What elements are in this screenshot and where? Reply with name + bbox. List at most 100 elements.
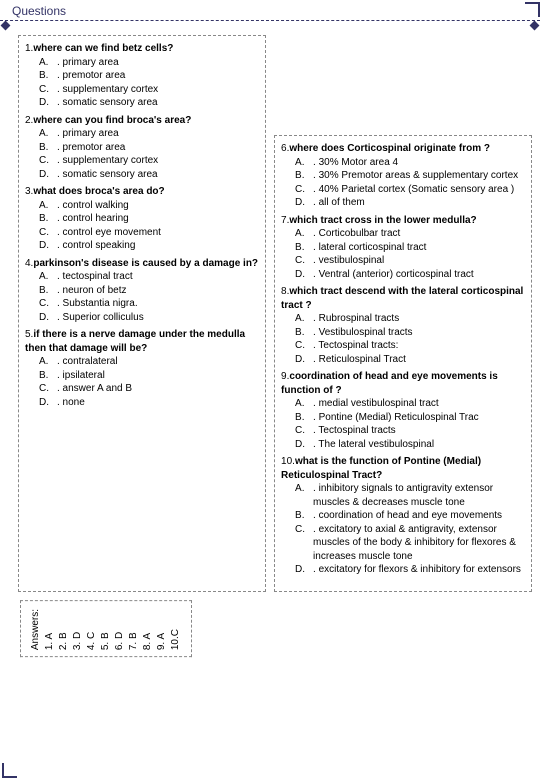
option-text: . tectospinal tract: [57, 270, 259, 284]
option: D.. Reticulospinal Tract: [295, 353, 525, 367]
option-letter: B.: [295, 509, 313, 523]
option: C.. Tectospinal tracts: [295, 424, 525, 438]
option-text: . Tectospinal tracts:: [313, 339, 525, 353]
option: A.. inhibitory signals to antigravity ex…: [295, 482, 525, 509]
option-letter: C.: [295, 424, 313, 438]
answer-item: 10.C: [169, 607, 183, 650]
option: D.. Superior colliculus: [39, 311, 259, 325]
option-letter: C.: [39, 382, 57, 396]
option: A.. Rubrospinal tracts: [295, 312, 525, 326]
question-text: which tract descend with the lateral cor…: [281, 286, 523, 311]
option: A.. contralateral: [39, 355, 259, 369]
option: B.. control hearing: [39, 212, 259, 226]
option-text: . The lateral vestibulospinal: [313, 438, 525, 452]
option-letter: A.: [295, 397, 313, 411]
option-text: . primary area: [57, 127, 259, 141]
option-letter: C.: [295, 523, 313, 564]
option-letter: C.: [39, 83, 57, 97]
options: A.. tectospinal tractB.. neuron of betzC…: [25, 270, 259, 324]
question-text: where can you find broca's area?: [33, 115, 191, 126]
option-text: . primary area: [57, 56, 259, 70]
option: B.. coordination of head and eye movemen…: [295, 509, 525, 523]
option-letter: A.: [39, 56, 57, 70]
option-text: . ipsilateral: [57, 369, 259, 383]
option-text: . Reticulospinal Tract: [313, 353, 525, 367]
content-area: 1.where can we find betz cells?A.. prima…: [0, 21, 540, 596]
options: A.. primary areaB.. premotor areaC.. sup…: [25, 56, 259, 110]
option: D.. excitatory for flexors & inhibitory …: [295, 563, 525, 577]
options: A.. control walkingB.. control hearingC.…: [25, 199, 259, 253]
option-text: . lateral corticospinal tract: [313, 241, 525, 255]
option-letter: A.: [295, 312, 313, 326]
option-text: . inhibitory signals to antigravity exte…: [313, 482, 525, 509]
answer-item: 9. A: [155, 607, 169, 650]
option-letter: B.: [39, 212, 57, 226]
option-text: . all of them: [313, 196, 525, 210]
option-letter: A.: [295, 482, 313, 509]
options: A.. Rubrospinal tractsB.. Vestibulospina…: [281, 312, 525, 366]
option: B.. premotor area: [39, 141, 259, 155]
option-letter: D.: [39, 239, 57, 253]
answer-item: 8. A: [141, 607, 155, 650]
option: C.. vestibulospinal: [295, 254, 525, 268]
option-letter: D.: [39, 311, 57, 325]
option-letter: D.: [39, 96, 57, 110]
answer-item: 6. D: [113, 607, 127, 650]
question-text: where does Corticospinal originate from …: [289, 143, 490, 154]
answer-item: 7. B: [127, 607, 141, 650]
answer-item: 4. C: [85, 607, 99, 650]
question-text: which tract cross in the lower medulla?: [289, 215, 476, 226]
option: B.. 30% Premotor areas & supplementary c…: [295, 169, 525, 183]
options: A.. 30% Motor area 4B.. 30% Premotor are…: [281, 156, 525, 210]
option: D.. somatic sensory area: [39, 96, 259, 110]
option-letter: A.: [39, 270, 57, 284]
option-text: . none: [57, 396, 259, 410]
option: B.. Vestibulospinal tracts: [295, 326, 525, 340]
corner-decoration: [2, 763, 17, 778]
option-text: . Ventral (anterior) corticospinal tract: [313, 268, 525, 282]
option-letter: B.: [39, 69, 57, 83]
answer-item: 5. B: [99, 607, 113, 650]
option-text: . control eye movement: [57, 226, 259, 240]
option-letter: D.: [295, 563, 313, 577]
question-text: where can we find betz cells?: [33, 43, 173, 54]
option-text: . Superior colliculus: [57, 311, 259, 325]
option: C.. Substantia nigra.: [39, 297, 259, 311]
option-letter: D.: [39, 168, 57, 182]
option-text: . Tectospinal tracts: [313, 424, 525, 438]
answers-title: Answers:: [29, 609, 43, 650]
option-text: . supplementary cortex: [57, 154, 259, 168]
option: B.. ipsilateral: [39, 369, 259, 383]
option: B.. premotor area: [39, 69, 259, 83]
answer-item: 2. B: [57, 607, 71, 650]
option: C.. supplementary cortex: [39, 154, 259, 168]
option: A.. tectospinal tract: [39, 270, 259, 284]
question-number: 10.: [281, 456, 295, 467]
option-text: . Corticobulbar tract: [313, 227, 525, 241]
option-letter: B.: [39, 284, 57, 298]
question: 9.coordination of head and eye movements…: [281, 370, 525, 451]
option: D.. somatic sensory area: [39, 168, 259, 182]
option-text: . Rubrospinal tracts: [313, 312, 525, 326]
option-text: . coordination of head and eye movements: [313, 509, 525, 523]
corner-decoration: [525, 2, 540, 17]
option-letter: C.: [295, 339, 313, 353]
question: 1.where can we find betz cells?A.. prima…: [25, 42, 259, 110]
option-letter: A.: [39, 127, 57, 141]
option-letter: C.: [39, 226, 57, 240]
option: C.. control eye movement: [39, 226, 259, 240]
option-letter: B.: [295, 326, 313, 340]
question-text: parkinson's disease is caused by a damag…: [33, 258, 258, 269]
options: A.. inhibitory signals to antigravity ex…: [281, 482, 525, 577]
option-letter: C.: [39, 297, 57, 311]
option: D.. all of them: [295, 196, 525, 210]
option-letter: A.: [295, 156, 313, 170]
header: Questions: [0, 0, 540, 21]
option: D.. control speaking: [39, 239, 259, 253]
option-text: . excitatory to axial & antigravity, ext…: [313, 523, 525, 564]
question: 8.which tract descend with the lateral c…: [281, 285, 525, 366]
option-letter: C.: [295, 183, 313, 197]
option: A.. primary area: [39, 56, 259, 70]
option: C.. Tectospinal tracts:: [295, 339, 525, 353]
option-text: . 30% Motor area 4: [313, 156, 525, 170]
